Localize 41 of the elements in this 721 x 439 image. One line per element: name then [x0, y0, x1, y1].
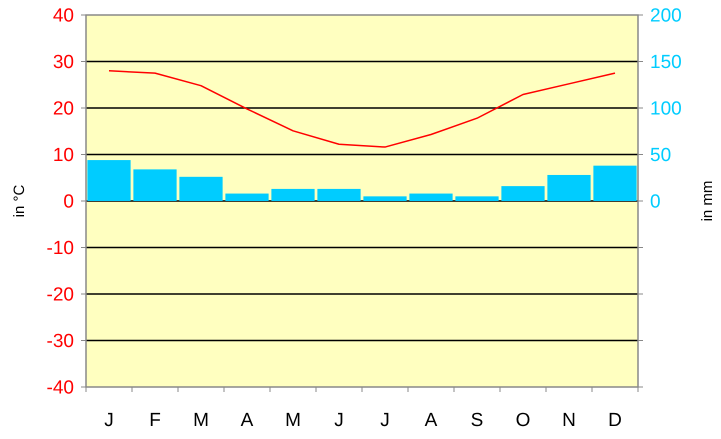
y2-tick-label: 50: [650, 145, 672, 166]
bar: [593, 166, 637, 201]
y-tick-label: 10: [52, 145, 74, 166]
y2-tick-label: 150: [650, 52, 682, 74]
bar: [501, 186, 545, 201]
y2-tick-label: 100: [650, 98, 682, 120]
x-tick-label: A: [240, 410, 254, 431]
x-tick-label: N: [562, 410, 576, 431]
y-axis-title: in °C: [11, 184, 28, 218]
x-tick-label: O: [516, 410, 530, 431]
y-tick-label: -30: [46, 331, 74, 352]
bar: [271, 188, 315, 201]
bar: [317, 188, 361, 201]
y-tick-label: -20: [46, 284, 74, 306]
y-tick-label: 20: [52, 98, 74, 120]
y-tick-label: -10: [46, 238, 74, 260]
y2-tick-label: 200: [650, 6, 682, 27]
x-tick-label: J: [334, 410, 344, 431]
y-tick-label: 0: [63, 192, 74, 213]
bar: [547, 174, 591, 201]
y2-tick-label: 0: [650, 192, 661, 213]
bar: [455, 196, 499, 201]
y-tick-label: 40: [52, 6, 74, 27]
x-tick-label: A: [424, 410, 438, 431]
x-tick-label: M: [193, 410, 209, 431]
x-tick-label: J: [380, 410, 390, 431]
line-series: [108, 70, 616, 148]
bar: [87, 160, 131, 201]
bar: [409, 194, 453, 201]
x-tick-label: S: [470, 410, 484, 431]
x-tick-label: J: [104, 410, 114, 431]
y-tick-label: -40: [46, 378, 74, 399]
x-tick-label: D: [608, 410, 622, 431]
y2-axis-title: in mm: [699, 180, 716, 222]
x-tick-label: M: [285, 410, 301, 431]
bar: [179, 176, 223, 201]
bar: [133, 169, 177, 201]
bar: [225, 194, 269, 201]
x-tick-label: F: [149, 410, 161, 431]
bar: [363, 196, 407, 201]
y-tick-label: 30: [52, 52, 74, 74]
